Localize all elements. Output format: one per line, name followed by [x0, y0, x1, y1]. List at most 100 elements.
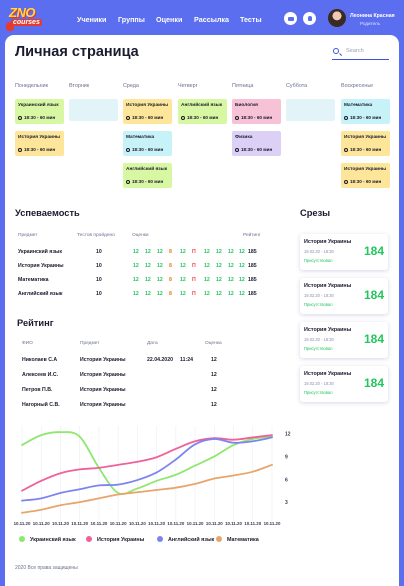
- lesson-subject: Биология: [235, 103, 258, 108]
- grade-cell: 12: [157, 249, 163, 255]
- grade-cell: 12: [204, 291, 210, 297]
- lesson-time: 18:30 - 60 мин: [235, 147, 272, 152]
- rating-col-date: Дата: [147, 341, 158, 346]
- clock-icon: [344, 148, 348, 152]
- mail-icon[interactable]: [284, 12, 297, 25]
- schedule-lesson[interactable]: Английский язык 18:30 - 60 мин: [123, 163, 172, 188]
- lesson-time-text: 18:30 - 60 мин: [350, 147, 382, 152]
- grade-cell: 8: [169, 249, 172, 255]
- search-input[interactable]: Search: [332, 46, 389, 60]
- chart-x-tick: 10.11.20: [206, 521, 223, 526]
- user-role: Родитель: [360, 21, 381, 26]
- grade-cell: 12: [204, 263, 210, 269]
- grade-cell: П: [192, 291, 196, 297]
- progress-rating: 185: [248, 291, 257, 297]
- chart-x-tick: 10.11.20: [33, 521, 50, 526]
- schedule-lesson[interactable]: История Украины 18:30 - 60 мин: [123, 99, 172, 124]
- progress-tests-count: 10: [96, 277, 102, 283]
- lesson-subject: История Украины: [126, 103, 169, 108]
- legend-item[interactable]: Украинский язык: [19, 536, 76, 543]
- logo-zno-text: ZNO: [9, 5, 35, 20]
- srez-status: Присутствовал: [304, 258, 333, 263]
- srez-card[interactable]: История Украины 19.02.20 - 18:30 Присутств…: [300, 366, 388, 402]
- grade-cell: 12: [145, 291, 151, 297]
- schedule-lesson[interactable]: Английский язык 18:30 - 60 мин: [178, 99, 227, 124]
- lesson-time-text: 18:30 - 60 мин: [132, 115, 164, 120]
- lesson-subject: История Украины: [344, 167, 387, 172]
- srez-subject: История Украины: [304, 371, 352, 377]
- schedule-lesson[interactable]: Биология 18:30 - 60 мин: [232, 99, 281, 124]
- progress-tests-count: 10: [96, 249, 102, 255]
- srez-datetime: 19.02.20 - 18:30: [304, 249, 334, 254]
- legend-color-dot: [19, 536, 25, 542]
- srez-card[interactable]: История Украины 19.02.20 - 18:30 Присутств…: [300, 278, 388, 314]
- progress-tests-count: 10: [96, 263, 102, 269]
- srez-score: 184: [364, 244, 385, 258]
- legend-item[interactable]: История Украины: [86, 536, 144, 543]
- legend-label: История Украины: [97, 537, 145, 543]
- chart-x-tick: 10.11.20: [14, 521, 31, 526]
- schedule-lesson[interactable]: Украинский язык 18:30 - 60 мин: [15, 99, 64, 124]
- clock-icon: [126, 148, 130, 152]
- schedule-lesson[interactable]: История Украины 18:30 - 60 мин: [341, 131, 390, 156]
- grade-cell: 12: [216, 249, 222, 255]
- grade-cell: 12: [216, 277, 222, 283]
- srez-datetime: 19.02.20 - 18:30: [304, 337, 334, 342]
- nav-mailing[interactable]: Рассылка: [194, 15, 229, 24]
- user-name[interactable]: Леонина Красная: [350, 13, 395, 19]
- srez-card[interactable]: История Украины 19.02.20 - 18:30 Присутств…: [300, 234, 388, 270]
- rating-col-subject: Предмет: [80, 341, 100, 346]
- copyright-text: 2020 Все права защищены: [15, 565, 78, 571]
- zno-courses-logo[interactable]: ZNO courses: [6, 5, 42, 33]
- schedule-lesson[interactable]: История Украины 18:30 - 60 мин: [15, 131, 64, 156]
- nav-tests[interactable]: Тесты: [240, 15, 262, 24]
- weekday-label: Среда: [123, 83, 139, 89]
- chart-x-tick: 10.11.20: [110, 521, 127, 526]
- rating-title: Рейтинг: [17, 318, 54, 328]
- grade-cell: 12: [204, 277, 210, 283]
- grade-cell: 12: [228, 291, 234, 297]
- legend-item[interactable]: Математика: [216, 536, 259, 543]
- lesson-time-text: 18:30 - 60 мин: [24, 147, 56, 152]
- rating-student-name: Петров П.В.: [22, 387, 53, 393]
- lesson-time: 18:30 - 60 мин: [126, 179, 163, 184]
- nav-groups[interactable]: Группы: [118, 15, 145, 24]
- chart-series-line: [21, 463, 273, 514]
- lesson-time-text: 18:30 - 60 мин: [132, 147, 164, 152]
- logo-courses-text: courses: [11, 19, 42, 26]
- clock-icon: [344, 180, 348, 184]
- bell-icon[interactable]: [303, 12, 316, 25]
- clock-icon: [126, 116, 130, 120]
- schedule-lesson[interactable]: Физика 18:30 - 60 мин: [232, 131, 281, 156]
- lesson-time: 18:30 - 60 мин: [344, 179, 381, 184]
- legend-item[interactable]: Английский язык: [157, 536, 214, 543]
- chart-x-tick: 10.11.20: [225, 521, 242, 526]
- schedule-empty-slot[interactable]: [286, 99, 335, 121]
- schedule-empty-slot[interactable]: [69, 99, 118, 121]
- rating-subject: История Украины: [80, 402, 126, 408]
- chart-series-line: [21, 431, 273, 495]
- nav-students[interactable]: Ученики: [77, 15, 107, 24]
- chart-x-tick: 10.11.20: [90, 521, 107, 526]
- legend-color-dot: [216, 536, 222, 542]
- rating-student-name: Николаев С.А: [22, 357, 58, 363]
- schedule-lesson[interactable]: История Украины 18:30 - 60 мин: [341, 163, 390, 188]
- chart-x-tick: 10.11.20: [167, 521, 184, 526]
- rating-subject: История Украины: [80, 372, 126, 378]
- user-avatar[interactable]: [328, 9, 346, 27]
- nav-grades[interactable]: Оценки: [156, 15, 183, 24]
- progress-rating: 185: [248, 277, 257, 283]
- chart-y-tick: 9: [285, 454, 288, 460]
- weekday-label: Понедельник: [15, 83, 48, 89]
- lesson-subject: Английский язык: [126, 167, 168, 172]
- grade-cell: 12: [133, 291, 139, 297]
- rating-date: 22.04.2020: [147, 357, 173, 363]
- srez-card[interactable]: История Украины 19.02.20 - 18:30 Присутств…: [300, 322, 388, 358]
- schedule-lesson[interactable]: Математика 18:30 - 60 мин: [123, 131, 172, 156]
- chart-x-tick: 10.11.20: [264, 521, 281, 526]
- grade-cell: 12: [204, 249, 210, 255]
- progress-col-rating: Рейтинг: [243, 233, 261, 238]
- grade-cell: 12: [239, 263, 245, 269]
- schedule-lesson[interactable]: Математика 18:30 - 60 мин: [341, 99, 390, 124]
- search-icon: [333, 48, 339, 54]
